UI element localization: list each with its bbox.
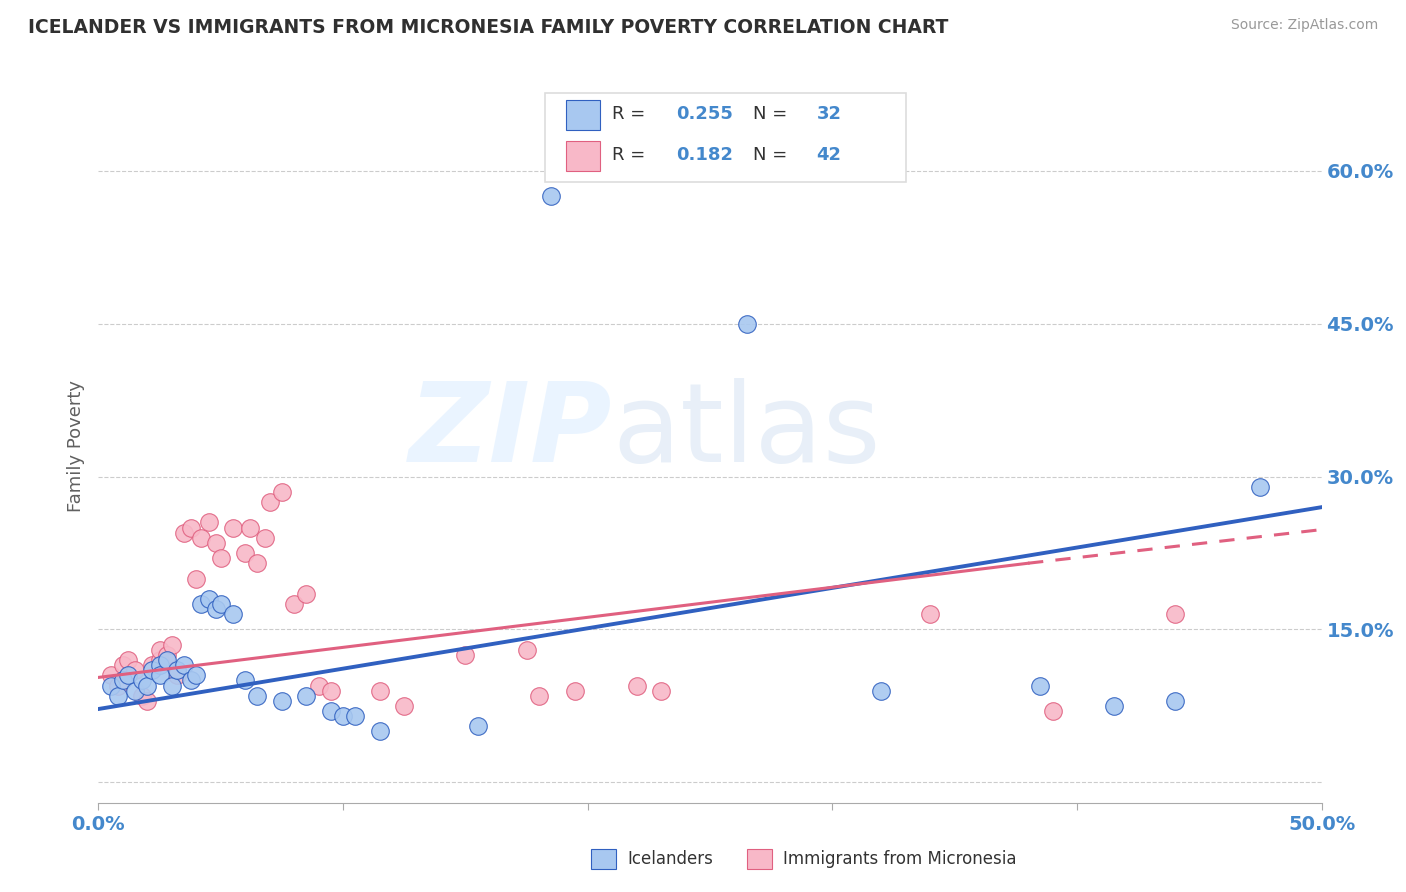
Point [368,724,391,739]
Point [270,484,294,499]
Text: Immigrants from Micronesia: Immigrants from Micronesia [783,850,1017,868]
Point [149,643,172,657]
Point [156,653,179,667]
Point [540,189,562,203]
Point [332,709,354,723]
Point [222,607,245,622]
Point [368,683,391,698]
Point [870,683,893,698]
Point [626,679,648,693]
Point [295,689,318,703]
Point [160,679,183,693]
Point [111,658,134,673]
Point [270,694,294,708]
Point [1249,480,1271,494]
Text: N =: N = [752,146,793,164]
Point [222,520,245,534]
Point [209,597,232,611]
Point [186,572,208,586]
Text: Icelanders: Icelanders [627,850,713,868]
Point [283,597,305,611]
Point [131,689,153,703]
Point [308,679,330,693]
Point [100,679,122,693]
Point [735,317,758,331]
Point [180,520,202,534]
Point [205,536,228,550]
Point [527,689,550,703]
Text: N =: N = [752,105,793,123]
Point [117,668,139,682]
Point [564,683,586,698]
Point [131,673,153,688]
Point [186,668,208,682]
Point [173,658,195,673]
Point [344,709,367,723]
Point [392,698,416,713]
Point [1102,698,1125,713]
Point [173,525,195,540]
Point [156,648,179,662]
Point [239,520,262,534]
FancyBboxPatch shape [546,93,905,182]
Point [197,516,219,530]
Point [205,602,228,616]
Point [160,638,183,652]
Point [124,663,146,677]
Bar [565,141,600,171]
Point [209,551,232,566]
Point [246,556,269,570]
Point [111,673,134,688]
Point [117,653,139,667]
Bar [565,100,600,130]
Point [246,689,269,703]
Text: ICELANDER VS IMMIGRANTS FROM MICRONESIA FAMILY POVERTY CORRELATION CHART: ICELANDER VS IMMIGRANTS FROM MICRONESIA … [28,18,949,37]
Point [295,587,318,601]
Text: 0.255: 0.255 [676,105,733,123]
Point [166,663,188,677]
Point [319,704,342,718]
Point [454,648,477,662]
Point [1029,679,1052,693]
Text: Source: ZipAtlas.com: Source: ZipAtlas.com [1230,18,1378,32]
Point [1042,704,1064,718]
Text: R =: R = [612,146,651,164]
Point [650,683,672,698]
Point [259,495,281,509]
Point [515,643,537,657]
Text: R =: R = [612,105,651,123]
Y-axis label: Family Poverty: Family Poverty [67,380,86,512]
Point [233,546,256,560]
Point [467,719,489,733]
Point [136,694,159,708]
Text: ZIP: ZIP [409,378,612,485]
Point [100,668,122,682]
Point [149,668,172,682]
Point [149,658,172,673]
Point [166,668,188,682]
Point [149,653,172,667]
Point [141,663,163,677]
Point [190,597,212,611]
Text: 0.182: 0.182 [676,146,733,164]
Point [253,531,276,545]
Point [190,531,212,545]
Point [107,679,129,693]
Point [107,689,129,703]
Point [1164,694,1187,708]
Point [180,673,202,688]
Point [124,683,146,698]
Point [141,658,163,673]
Text: 42: 42 [817,146,841,164]
Text: atlas: atlas [612,378,880,485]
Point [197,591,219,606]
Text: 32: 32 [817,105,841,123]
Point [233,673,256,688]
Point [319,683,342,698]
Point [1164,607,1187,622]
Point [136,679,159,693]
Point [920,607,942,622]
